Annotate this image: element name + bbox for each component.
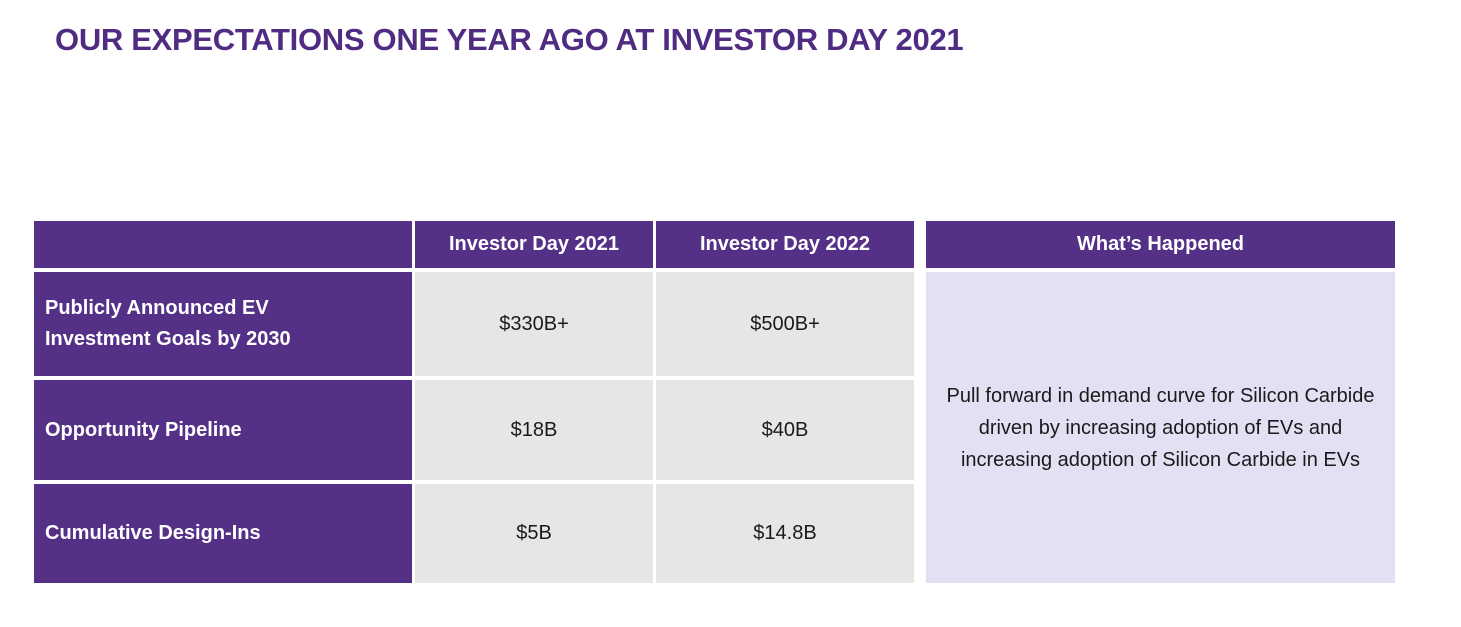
table-header-investor-day-2022: Investor Day 2022 xyxy=(656,221,914,268)
value-pipeline-2021: $18B xyxy=(415,380,653,480)
value-ev-goals-2021: $330B+ xyxy=(415,272,653,376)
expectations-table: Investor Day 2021 Investor Day 2022 What… xyxy=(34,221,1395,583)
value-design-ins-2021: $5B xyxy=(415,484,653,583)
table-header-investor-day-2021: Investor Day 2021 xyxy=(415,221,653,268)
whats-happened-text: Pull forward in demand curve for Silicon… xyxy=(946,384,1375,471)
row-label-text: Opportunity Pipeline xyxy=(45,418,242,441)
row-label-ev-investment-goals: Publicly Announced EV Investment Goals b… xyxy=(34,272,412,376)
row-label-cumulative-design-ins: Cumulative Design-Ins xyxy=(34,484,412,583)
table-header-whats-happened: What’s Happened xyxy=(926,221,1395,268)
whats-happened-cell: Pull forward in demand curve for Silicon… xyxy=(926,272,1395,583)
column-gap-spacer xyxy=(917,221,923,583)
value-ev-goals-2022: $500B+ xyxy=(656,272,914,376)
row-label-opportunity-pipeline: Opportunity Pipeline xyxy=(34,380,412,480)
table-header-blank xyxy=(34,221,412,268)
row-label-text: Publicly Announced EV Investment Goals b… xyxy=(45,297,291,350)
value-pipeline-2022: $40B xyxy=(656,380,914,480)
page-title: OUR EXPECTATIONS ONE YEAR AGO AT INVESTO… xyxy=(55,22,964,57)
value-design-ins-2022: $14.8B xyxy=(656,484,914,583)
row-label-text: Cumulative Design-Ins xyxy=(45,522,261,544)
